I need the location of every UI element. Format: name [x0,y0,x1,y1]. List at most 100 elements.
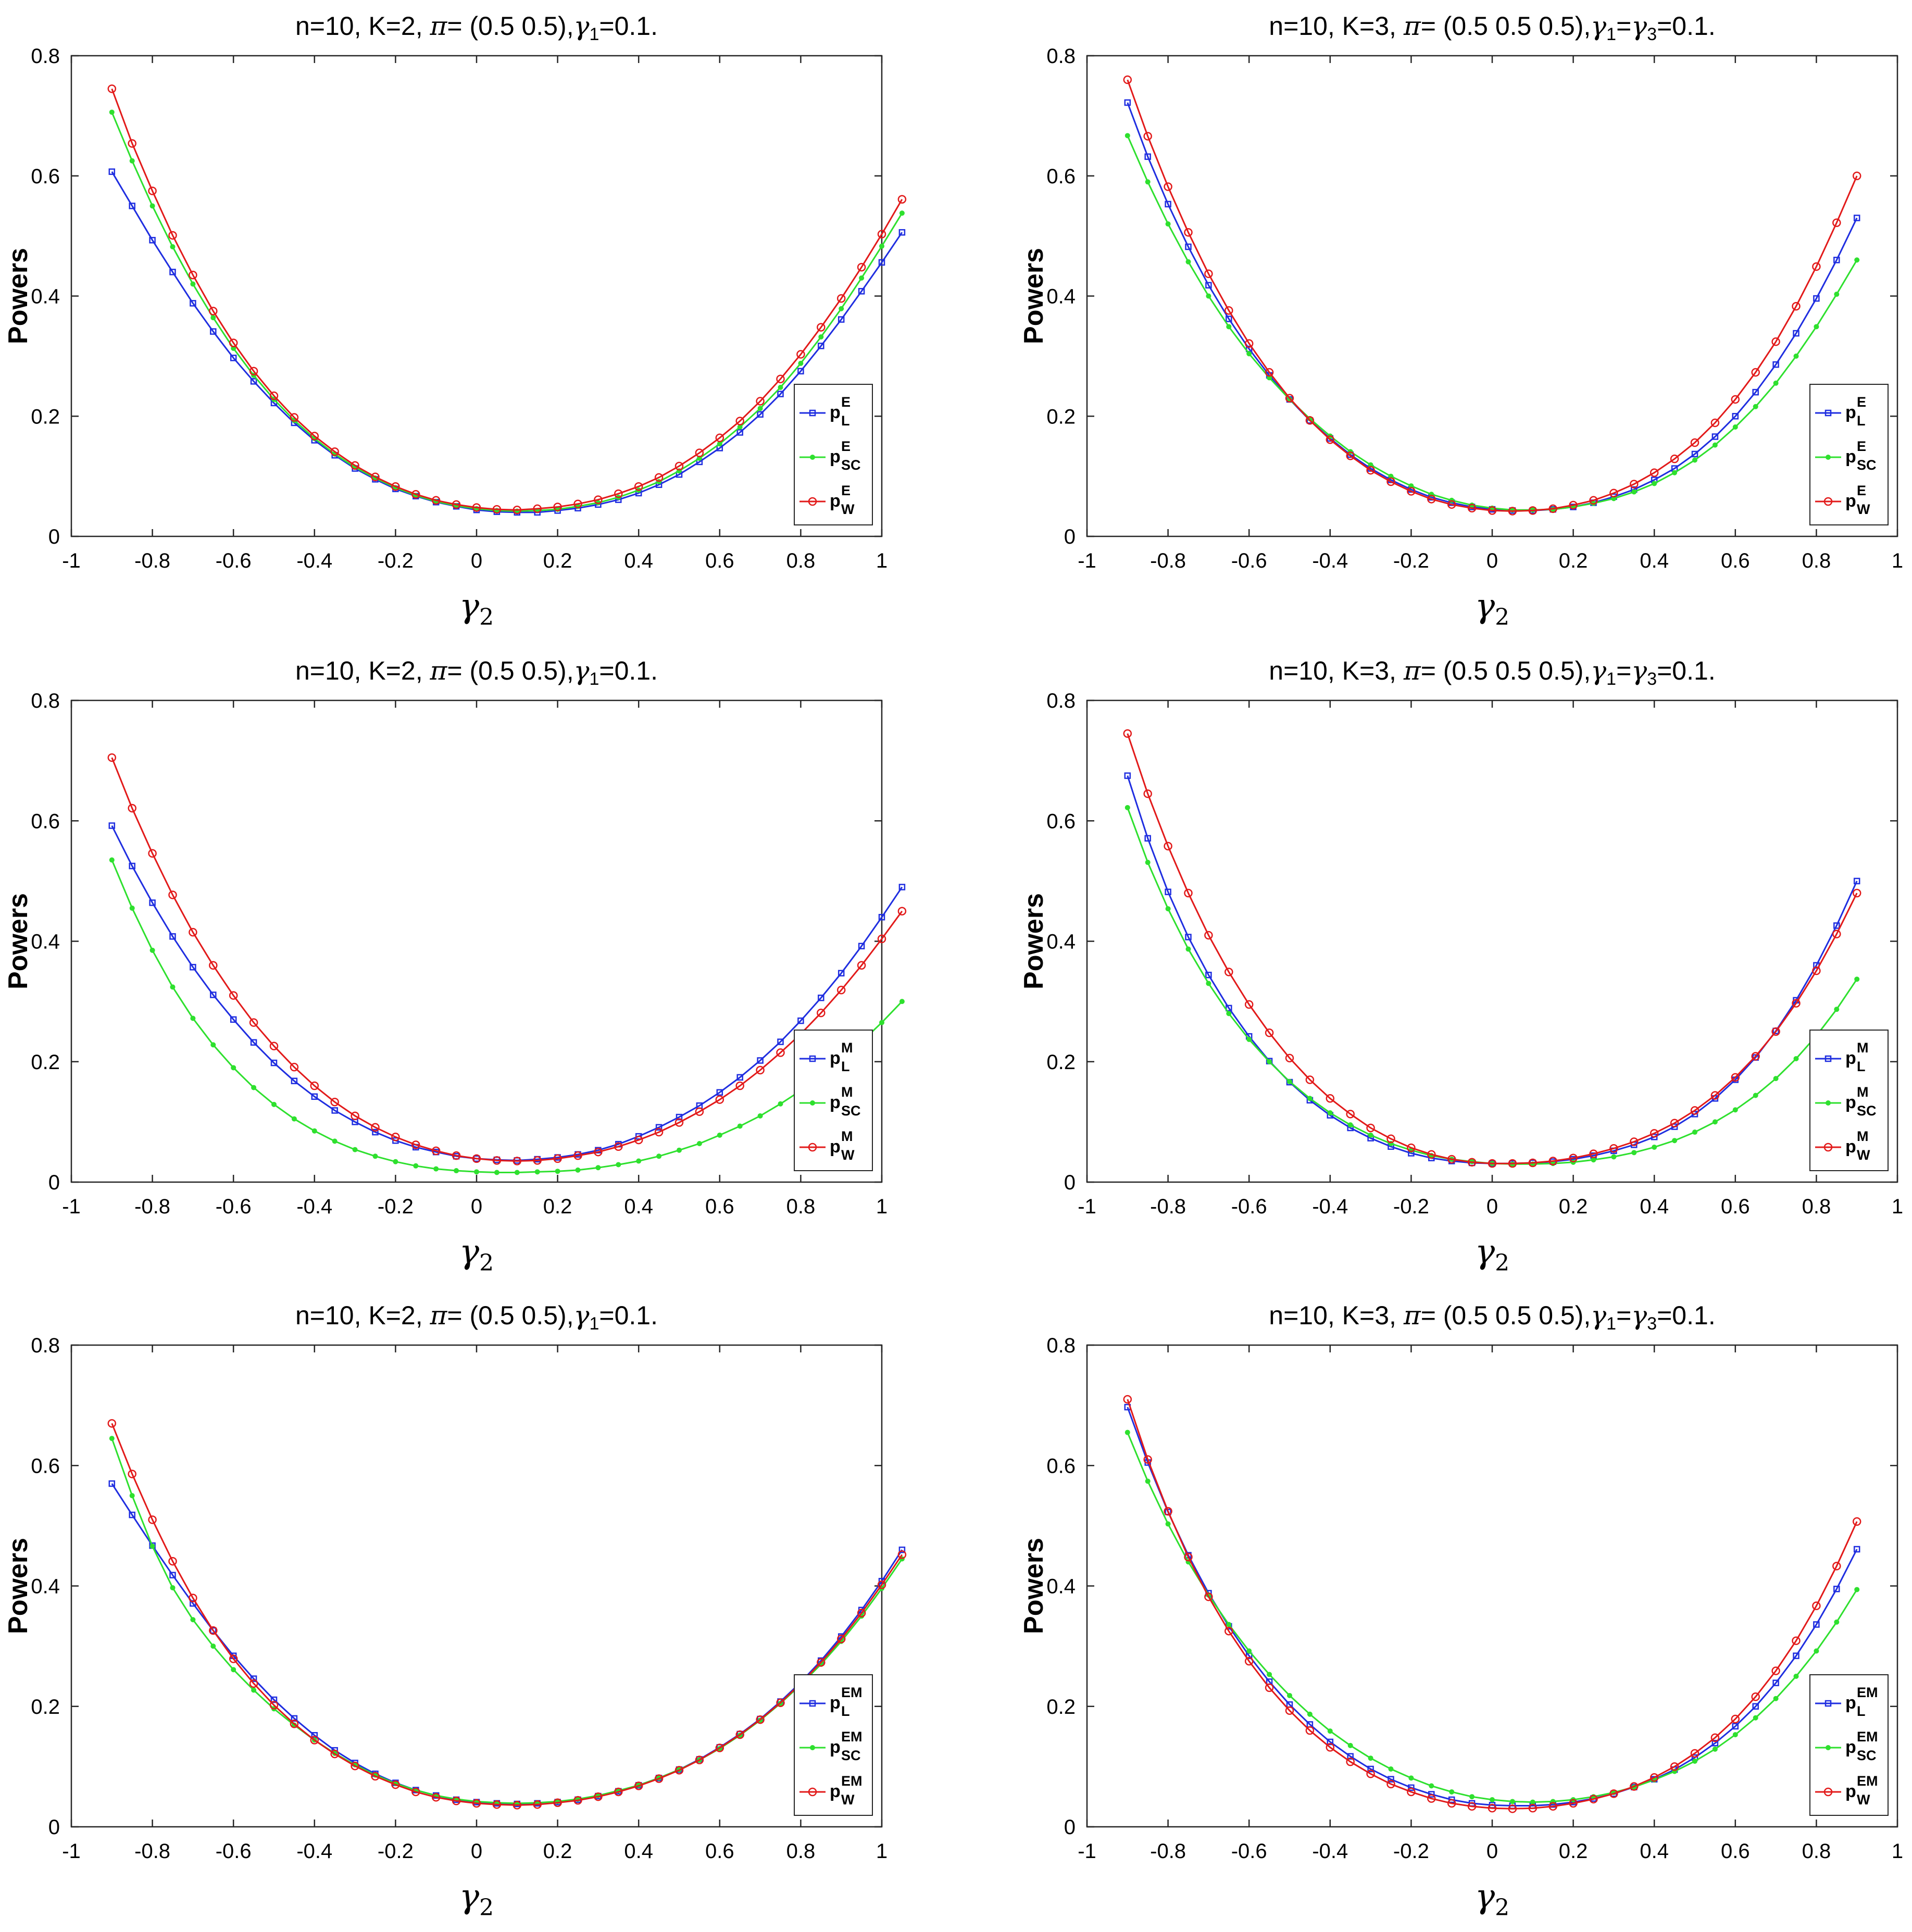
data-point [393,1159,398,1164]
data-point [1124,99,1131,106]
data-point [1447,1799,1456,1808]
legend-marker [809,1700,816,1707]
data-point [594,1792,603,1801]
x-tick-label: 0.2 [1559,549,1588,572]
legend-label: p [830,1048,841,1068]
data-point [614,1787,623,1797]
x-tick-label: -0.4 [1312,1840,1348,1863]
data-point [392,1137,399,1144]
data-point [1143,1455,1152,1464]
data-point [230,1016,237,1023]
data-point [1691,450,1698,458]
data-point [757,1057,764,1064]
data-point [878,259,885,266]
data-point [857,262,866,272]
data-point [1467,1158,1477,1167]
data-point [492,505,502,514]
data-point [249,1679,258,1688]
data-point [1732,1723,1739,1730]
data-point [454,1168,459,1174]
legend-label-sub: SC [841,457,861,473]
data-point [1854,976,1860,982]
data-point [736,429,743,436]
data-point [413,1163,419,1169]
y-tick-label: 0.6 [31,165,60,188]
data-point [1591,1157,1596,1163]
data-point [1224,968,1233,976]
data-point [1145,860,1151,865]
data-point [1244,339,1254,348]
chart-title: n=10, K=2, π= (0.5 0.5),γ1=0.1. [295,1300,658,1334]
data-point [1124,772,1131,779]
data-point [1672,1138,1678,1144]
y-tick-label: 0.2 [31,405,60,428]
data-point [1185,946,1191,952]
y-tick-label: 0 [1064,1816,1076,1839]
data-point [1771,337,1780,346]
data-point [636,1158,642,1164]
data-point [1143,132,1152,141]
data-point [1793,353,1799,359]
x-tick-label: 0.8 [786,549,816,572]
x-tick-label: 0.6 [1721,549,1750,572]
data-point [1690,438,1699,447]
data-point [1712,1119,1718,1125]
x-tick-label: 0.4 [624,1195,653,1218]
data-point [1753,404,1758,409]
data-point [210,315,216,321]
y-tick-label: 0.8 [1046,1334,1076,1357]
data-point [168,1557,177,1566]
x-tick-label: 1 [1892,549,1903,572]
data-point [1285,1706,1294,1715]
legend-label-sup: E [841,438,851,454]
legend-label-sub: W [841,1792,855,1808]
data-point [695,1755,704,1764]
x-axis-label: γ2 [459,587,494,631]
data-point [1508,1159,1517,1168]
data-point [229,1654,238,1663]
data-point [594,1147,603,1157]
data-point [1427,1794,1436,1803]
data-point [169,933,176,940]
data-point [452,1797,461,1805]
plot-area [1086,1344,1898,1828]
data-point [1753,1715,1758,1721]
y-tick-label: 0.4 [31,285,60,308]
data-point [1692,457,1697,463]
legend-label-sub: W [1857,501,1870,517]
data-point [1732,424,1738,430]
data-point [290,413,299,422]
data-point [1793,1056,1799,1061]
data-point [736,1074,743,1081]
data-point [717,441,722,447]
x-tick-label: -0.6 [1231,549,1267,572]
data-point [1751,1052,1760,1061]
data-point [128,139,136,148]
y-tick-label: 0.2 [31,1051,60,1074]
data-point [879,243,884,249]
x-tick-label: 0 [471,1840,482,1863]
data-point [250,1675,257,1682]
series-p_W^M [107,753,907,1165]
data-point [1692,1758,1697,1764]
data-point [249,367,258,375]
data-point [1652,1144,1657,1150]
y-tick-label: 0.4 [1046,1575,1076,1598]
x-axis-label: γ2 [459,1233,494,1276]
legend-label: p [1845,403,1856,422]
data-point [190,1015,196,1021]
data-point [1447,1155,1456,1164]
series-line [111,171,903,513]
data-point [128,1470,136,1478]
chart-title: n=10, K=3, π= (0.5 0.5 0.5),γ1=γ3=0.1. [1269,1300,1715,1334]
data-point [654,473,664,482]
data-point [269,391,279,400]
chart-title: n=10, K=3, π= (0.5 0.5 0.5),γ1=γ3=0.1. [1269,11,1715,44]
data-point [1528,1158,1538,1168]
data-point [411,1787,420,1797]
data-point [371,1123,380,1132]
legend-marker [1824,1055,1832,1062]
data-point [1368,462,1373,468]
legend-label-sup: EM [1857,1729,1878,1745]
